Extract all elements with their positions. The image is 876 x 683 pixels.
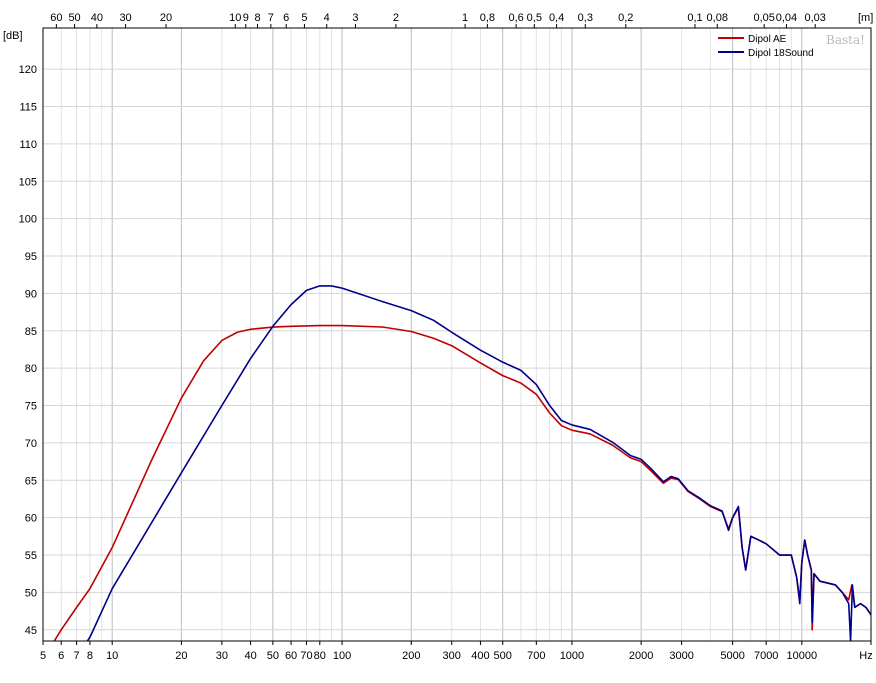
plot-frame	[42, 27, 872, 642]
watermark: Basta!	[826, 33, 865, 47]
x-tick-label: 500	[494, 650, 512, 662]
top-tick-label: 0,2	[618, 12, 633, 24]
x-tick-label: 70	[300, 650, 312, 662]
series-layer	[53, 285, 871, 641]
x-tick-label: 10000	[787, 650, 818, 662]
x-tick-label: 300	[443, 650, 461, 662]
top-tick-label: 0,04	[776, 12, 797, 24]
top-tick-label: 20	[160, 12, 172, 24]
x-tick-label: 8	[87, 650, 93, 662]
y-tick-label: 80	[25, 363, 37, 375]
top-tick-label: 30	[119, 12, 131, 24]
x-tick-label: 100	[333, 650, 351, 662]
x-tick-label: 1000	[560, 650, 584, 662]
y-tick-label: 100	[19, 214, 37, 226]
y-tick-label: 105	[19, 176, 37, 188]
top-tick-label: 8	[254, 12, 260, 24]
y-tick-label: 95	[25, 251, 37, 263]
top-tick-label: 9	[243, 12, 249, 24]
x-tick-label: 80	[314, 650, 326, 662]
x-tick-label: Hz	[859, 650, 872, 662]
plot-background	[43, 28, 871, 641]
y-tick-label: 75	[25, 401, 37, 413]
y-tick-label: 115	[19, 101, 37, 113]
y-tick-label: 85	[25, 326, 37, 338]
y-tick-label: 60	[25, 513, 37, 525]
series-line	[86, 285, 871, 641]
top-tick-label: 2	[393, 12, 399, 24]
top-tick-label: 4	[324, 12, 330, 24]
x-tick-label: 20	[175, 650, 187, 662]
top-tick-label: 0,08	[707, 12, 728, 24]
x-tick-label: 400	[471, 650, 489, 662]
top-tick-label: 0,6	[508, 12, 523, 24]
top-tick-label: 7	[268, 12, 274, 24]
y-tick-label: 70	[25, 438, 37, 450]
top-tick-label: 0,1	[687, 12, 702, 24]
top-tick-label: 50	[68, 12, 80, 24]
top-tick-label: 1	[462, 12, 468, 24]
x-tick-label: 700	[527, 650, 545, 662]
top-tick-label: 0,5	[527, 12, 542, 24]
top-tick-label: 3	[352, 12, 358, 24]
x-tick-label: 5000	[720, 650, 744, 662]
legend-label: Dipol 18Sound	[748, 48, 814, 59]
x-tick-label: 50	[267, 650, 279, 662]
top-axis-unit-label: [m]	[858, 12, 873, 24]
top-tick-label: 0,05	[753, 12, 774, 24]
y-tick-label: 50	[25, 587, 37, 599]
x-tick-label: 7	[74, 650, 80, 662]
top-tick-label: 60	[50, 12, 62, 24]
y-tick-label: 65	[25, 475, 37, 487]
x-tick-label: 3000	[669, 650, 693, 662]
x-tick-label: 200	[402, 650, 420, 662]
legend-label: Dipol AE	[748, 34, 787, 45]
y-tick-label: 45	[25, 625, 37, 637]
legend: Dipol AE Dipol 18Sound	[718, 34, 814, 59]
y-tick-label: 120	[19, 64, 37, 76]
top-tick-label: 0,4	[549, 12, 564, 24]
top-tick-label: 6	[283, 12, 289, 24]
x-tick-label: 5	[40, 650, 46, 662]
y-axis-unit-label: [dB]	[3, 30, 23, 42]
x-tick-label: 2000	[629, 650, 653, 662]
x-tick-label: 6	[58, 650, 64, 662]
y-tick-label: 110	[19, 139, 37, 151]
top-tick-label: 0,3	[578, 12, 593, 24]
top-tick-label: 10	[229, 12, 241, 24]
top-tick-label: 0,8	[480, 12, 495, 24]
x-tick-label: 7000	[754, 650, 778, 662]
x-tick-label: 10	[106, 650, 118, 662]
top-tick-label: 40	[91, 12, 103, 24]
top-tick-label: 5	[301, 12, 307, 24]
top-tick-label: 0,03	[804, 12, 825, 24]
x-tick-label: 40	[244, 650, 256, 662]
y-tick-label: 90	[25, 288, 37, 300]
x-tick-label: 30	[216, 650, 228, 662]
x-tick-label: 60	[285, 650, 297, 662]
y-tick-label: 55	[25, 550, 37, 562]
